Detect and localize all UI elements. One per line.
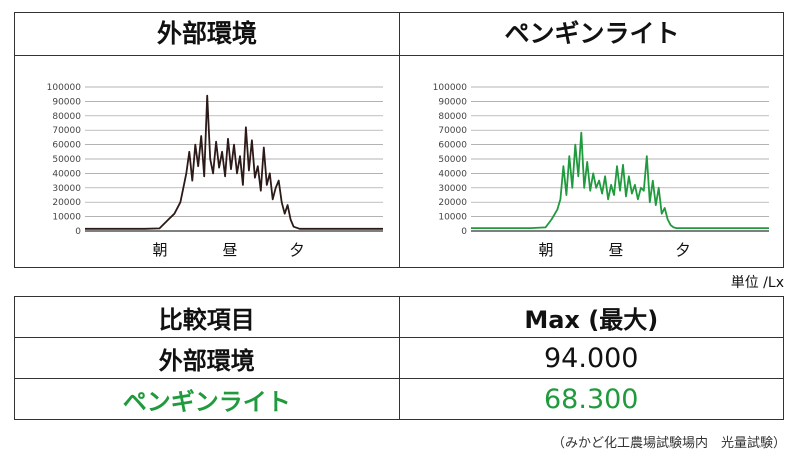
y-tick-label: 90000 — [52, 97, 81, 107]
y-tick-label: 50000 — [52, 155, 81, 165]
y-tick-label: 60000 — [438, 141, 467, 151]
y-tick-label: 30000 — [52, 184, 81, 194]
y-tick-label: 90000 — [438, 97, 467, 107]
y-tick-label: 100000 — [433, 83, 468, 93]
y-tick-label: 30000 — [438, 184, 467, 194]
comparison-row-penguin: ペンギンライト 68.300 — [14, 378, 784, 420]
row-label-penguin: ペンギンライト — [14, 378, 400, 420]
y-tick-label: 40000 — [438, 169, 467, 179]
right-chart-title: ペンギンライト — [504, 19, 680, 48]
y-tick-label: 80000 — [438, 112, 467, 122]
y-tick-label: 80000 — [52, 112, 81, 122]
x-category-label: 朝 — [538, 241, 553, 259]
y-tick-label: 40000 — [52, 169, 81, 179]
penguin-light-chart: 0 10000 20000 30000 40000 50000 60000 70000 8000… — [433, 83, 769, 259]
row-value-penguin: 68.300 — [398, 378, 784, 420]
x-category-label: 夕 — [675, 241, 690, 259]
x-category-label: 夕 — [289, 241, 304, 259]
comparison-header-row: 比較項目 Max (最大) — [14, 296, 784, 338]
row-value-outdoor: 94.000 — [398, 337, 784, 379]
x-category-label: 昼 — [222, 241, 237, 259]
y-tick-label: 20000 — [52, 198, 81, 208]
y-tick-label: 20000 — [438, 198, 467, 208]
header-max: Max (最大) — [398, 296, 784, 338]
y-tick-label: 60000 — [52, 141, 81, 151]
header-divider — [15, 55, 783, 56]
light-intensity-line — [471, 131, 769, 230]
row-label-outdoor: 外部環境 — [14, 337, 400, 379]
y-tick-label: 0 — [75, 227, 81, 237]
y-tick-label: 70000 — [438, 126, 467, 136]
y-tick-label: 100000 — [47, 83, 82, 93]
x-category-label: 昼 — [608, 241, 623, 259]
y-tick-label: 10000 — [438, 213, 467, 223]
header-item: 比較項目 — [14, 296, 400, 338]
outdoor-light-chart: 0 10000 20000 30000 40000 50000 60000 70000 8000… — [47, 83, 383, 259]
y-tick-label: 0 — [461, 227, 467, 237]
comparison-row-outdoor: 外部環境 94.000 — [14, 337, 784, 379]
y-tick-label: 50000 — [438, 155, 467, 165]
footnote: （みかど化工農場試験場内 光量試験） — [551, 436, 786, 451]
unit-label: 単位 /Lx — [730, 275, 784, 291]
y-tick-label: 70000 — [52, 126, 81, 136]
column-divider — [399, 13, 400, 267]
y-tick-label: 10000 — [52, 213, 81, 223]
light-intensity-line — [85, 94, 383, 230]
comparison-table: 比較項目 Max (最大) 外部環境 94.000 ペンギンライト 68.300 — [14, 296, 784, 420]
left-chart-title: 外部環境 — [156, 19, 257, 48]
x-category-label: 朝 — [152, 241, 167, 259]
chart-panels: 外部環境 ペンギンライト 0 10000 20000 30000 40000 50000 6… — [14, 12, 784, 268]
